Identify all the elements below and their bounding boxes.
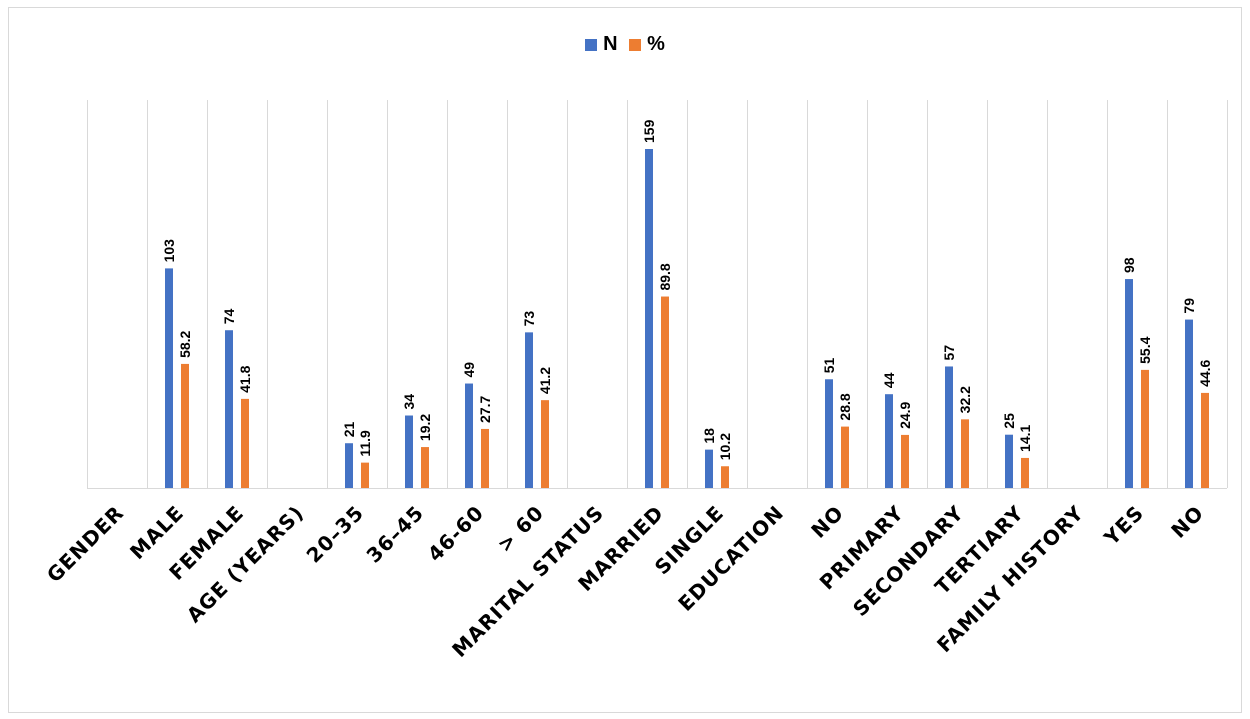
data-label-percent: 27.7: [477, 395, 493, 422]
category-label: EDUCATION: [673, 501, 788, 616]
category-label: 46-60: [423, 501, 489, 567]
legend: N %: [0, 33, 1250, 57]
bar-percent: [1021, 457, 1029, 488]
category-label: > 60: [492, 501, 548, 557]
category-label: NO: [806, 501, 848, 543]
bar-n: [225, 330, 233, 488]
legend-label-n: N: [603, 33, 618, 55]
category-label: GENDER: [42, 501, 129, 588]
bar-n: [1005, 434, 1013, 488]
category-label: NO: [1166, 501, 1208, 543]
data-label-n: 74: [221, 308, 237, 324]
bar-n: [525, 332, 533, 488]
legend-item-n: N: [585, 33, 618, 56]
data-label-percent: 11.9: [357, 430, 373, 457]
bar-percent: [961, 419, 969, 488]
data-label-percent: 55.4: [1137, 336, 1153, 363]
legend-swatch-percent: [629, 38, 642, 51]
bar-percent: [721, 466, 729, 488]
data-label-n: 18: [701, 428, 717, 444]
data-label-percent: 58.2: [177, 330, 193, 357]
data-label-n: 51: [821, 357, 837, 373]
bar-n: [945, 366, 953, 488]
bar-percent: [1141, 369, 1149, 488]
category-label: YES: [1099, 501, 1149, 551]
data-label-n: 159: [641, 119, 657, 143]
data-label-n: 73: [521, 311, 537, 327]
data-label-percent: 41.2: [537, 367, 553, 394]
bar-percent: [841, 426, 849, 488]
bar-percent: [661, 296, 669, 488]
bar-n: [645, 149, 653, 488]
category-label: 36–45: [362, 501, 429, 568]
bar-percent: [241, 398, 249, 488]
data-label-n: 34: [401, 394, 417, 410]
data-label-percent: 32.2: [957, 386, 973, 413]
bar-n: [705, 449, 713, 488]
bar-n: [825, 379, 833, 488]
data-label-n: 49: [461, 362, 477, 378]
bar-n: [465, 383, 473, 488]
data-label-n: 79: [1181, 298, 1197, 314]
data-label-n: 44: [881, 372, 897, 388]
data-label-percent: 41.8: [237, 365, 253, 392]
legend-label-percent: %: [647, 33, 665, 55]
bar-percent: [901, 434, 909, 488]
data-label-n: 21: [341, 421, 357, 437]
data-label-percent: 28.8: [837, 393, 853, 420]
bar-n: [885, 394, 893, 488]
data-label-percent: 89.8: [657, 263, 673, 290]
data-label-percent: 44.6: [1197, 359, 1213, 386]
bar-n: [345, 443, 353, 488]
bar-percent: [541, 400, 549, 488]
bar-percent: [421, 447, 429, 488]
bar-n: [165, 268, 173, 488]
category-label: 20–35: [302, 501, 369, 568]
bar-percent: [481, 428, 489, 488]
data-label-percent: 14.1: [1017, 424, 1033, 451]
legend-swatch-n: [585, 38, 598, 51]
data-label-n: 103: [161, 239, 177, 263]
bar-n: [1185, 319, 1193, 488]
bar-percent: [361, 462, 369, 488]
bar-n: [405, 415, 413, 488]
bar-n: [1125, 279, 1133, 488]
data-label-percent: 10.2: [717, 433, 733, 460]
chart-frame: [8, 7, 1242, 713]
data-label-n: 98: [1121, 257, 1137, 273]
data-label-n: 25: [1001, 413, 1017, 429]
bar-percent: [1201, 392, 1209, 488]
data-label-percent: 19.2: [417, 414, 433, 441]
data-label-n: 57: [941, 345, 957, 361]
legend-item-percent: %: [629, 33, 665, 56]
bar-percent: [181, 363, 189, 488]
data-label-percent: 24.9: [897, 401, 913, 428]
